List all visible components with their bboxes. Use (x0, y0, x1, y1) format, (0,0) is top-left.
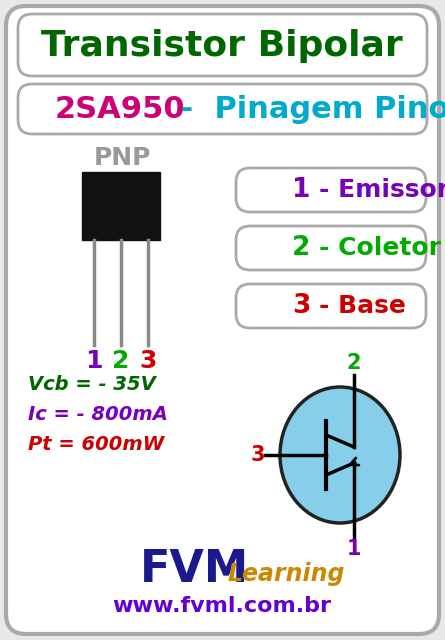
Ellipse shape (280, 387, 400, 523)
Text: 2: 2 (347, 353, 361, 373)
Text: - Emissor: - Emissor (319, 178, 445, 202)
Text: PNP: PNP (93, 146, 151, 170)
FancyBboxPatch shape (236, 226, 426, 270)
Text: Vcb = - 35V: Vcb = - 35V (28, 376, 156, 394)
Text: Ic = - 800mA: Ic = - 800mA (28, 406, 168, 424)
Text: 1: 1 (85, 349, 103, 373)
Text: Learning: Learning (228, 562, 345, 586)
FancyBboxPatch shape (18, 84, 427, 134)
Text: 1: 1 (347, 539, 361, 559)
Text: Pt = 600mW: Pt = 600mW (28, 435, 164, 454)
FancyBboxPatch shape (6, 6, 439, 634)
Text: FVM: FVM (140, 548, 249, 591)
Text: 3: 3 (292, 293, 310, 319)
Text: 3: 3 (251, 445, 265, 465)
Text: -  Pinagem Pinout: - Pinagem Pinout (170, 95, 445, 125)
Text: Transistor Bipolar: Transistor Bipolar (41, 29, 403, 63)
Text: 1: 1 (292, 177, 310, 203)
Text: www.fvml.com.br: www.fvml.com.br (113, 596, 332, 616)
Text: - Coletor: - Coletor (319, 236, 441, 260)
Text: - Base: - Base (319, 294, 406, 318)
Text: 3: 3 (139, 349, 157, 373)
Text: 2: 2 (292, 235, 310, 261)
Text: 2: 2 (112, 349, 129, 373)
Text: 2SA950: 2SA950 (55, 95, 186, 125)
FancyBboxPatch shape (82, 172, 160, 240)
FancyBboxPatch shape (18, 14, 427, 76)
FancyBboxPatch shape (236, 168, 426, 212)
FancyBboxPatch shape (236, 284, 426, 328)
